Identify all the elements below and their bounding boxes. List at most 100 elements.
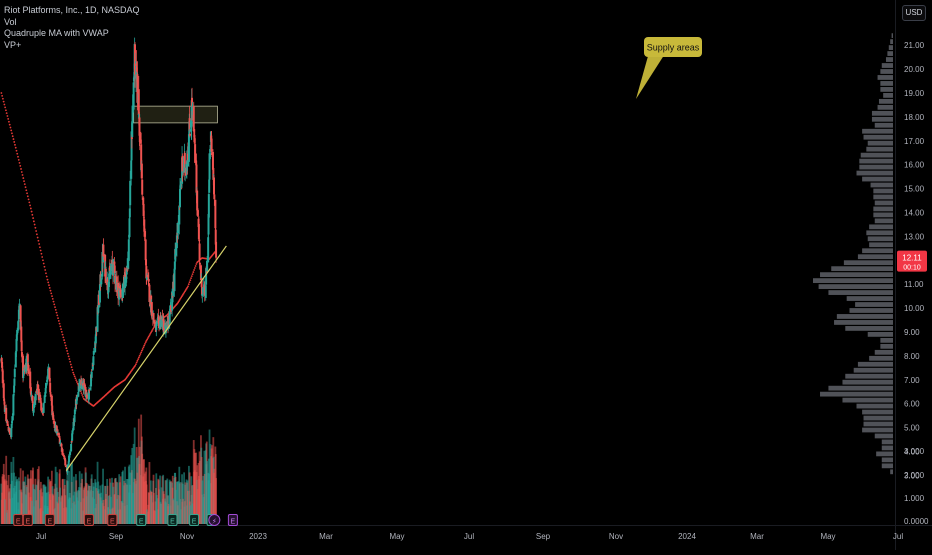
candle xyxy=(52,414,55,421)
volume-profile-bar xyxy=(887,51,893,56)
ma-dot xyxy=(16,152,19,155)
volume-bar xyxy=(64,495,67,524)
ma-dot xyxy=(43,265,46,268)
candle xyxy=(5,407,8,421)
earnings-event-icon[interactable]: E xyxy=(227,514,238,526)
candle xyxy=(118,290,121,300)
currency-button[interactable]: USD xyxy=(902,5,926,21)
y-tick-label: 15.00 xyxy=(904,185,925,194)
candle xyxy=(141,179,144,195)
earnings-event-icon[interactable]: E xyxy=(44,514,55,526)
current-price-label: 12.11 xyxy=(902,254,922,263)
candle xyxy=(57,432,60,436)
ma-dot xyxy=(141,348,144,350)
ma-dot xyxy=(22,177,25,179)
volume-bar xyxy=(122,470,124,524)
y-tick-label: 20.00 xyxy=(904,65,925,74)
volume-profile-bar xyxy=(846,296,893,301)
candle xyxy=(100,278,103,285)
volume-bar xyxy=(134,478,136,524)
volume-bar xyxy=(208,429,211,524)
volume-bar xyxy=(9,498,11,524)
volume-profile-bar xyxy=(860,152,893,158)
volume-profile-bar xyxy=(820,272,893,278)
volume-bar xyxy=(37,466,40,524)
candle xyxy=(54,425,57,432)
candle xyxy=(4,408,7,412)
ma-dot xyxy=(190,277,192,280)
ma-dot xyxy=(27,198,30,201)
candle xyxy=(39,397,42,401)
candle xyxy=(29,371,32,389)
volume-profile-bar xyxy=(867,236,893,242)
candle xyxy=(147,274,150,278)
ma-dot xyxy=(42,259,44,262)
volume-bar xyxy=(107,495,110,524)
candle xyxy=(128,208,131,218)
ma-dot xyxy=(67,355,70,358)
volume-profile-bar xyxy=(874,433,893,439)
svg-text:E: E xyxy=(110,519,115,526)
volume-bars xyxy=(0,414,217,524)
symbol-title[interactable]: Riot Platforms, Inc., 1D, NASDAQ xyxy=(4,5,140,15)
candle xyxy=(95,327,98,331)
ma-dot xyxy=(68,358,71,360)
volume-bar xyxy=(160,487,163,524)
candle xyxy=(49,382,52,393)
ma-dot xyxy=(60,328,62,331)
volume-profile-bar xyxy=(863,415,893,421)
x-tick-label: Mar xyxy=(319,532,333,541)
volume-bar xyxy=(13,485,16,524)
ma-dot xyxy=(1,94,4,97)
volume-profile-bar xyxy=(853,367,893,373)
volume-profile-bar xyxy=(888,45,893,50)
ma-dot xyxy=(152,327,155,330)
volume-bar xyxy=(23,482,26,524)
volume-bar xyxy=(90,474,93,524)
indicator-vp-plus[interactable]: VP+ xyxy=(4,39,22,50)
candle xyxy=(147,279,150,282)
candle xyxy=(121,284,124,298)
indicator-quadruple-ma[interactable]: Quadruple MA with VWAP xyxy=(4,28,109,38)
volume-bar xyxy=(117,495,120,524)
earnings-event-icon[interactable]: E xyxy=(13,514,24,526)
volume-profile-bar xyxy=(866,230,893,236)
earnings-event-icon[interactable]: E xyxy=(167,514,178,526)
x-tick-label: 2024 xyxy=(678,532,696,541)
earnings-event-icon[interactable]: E xyxy=(136,514,147,526)
candle xyxy=(97,294,100,305)
earnings-event-icon[interactable]: E xyxy=(83,514,94,526)
volume-bar xyxy=(86,483,88,524)
earnings-event-icon[interactable]: E xyxy=(22,514,33,526)
earnings-event-icon[interactable]: E xyxy=(189,514,200,526)
candle xyxy=(213,194,216,200)
dividend-event-icon[interactable]: ⚡ xyxy=(208,514,221,526)
volume-profile-bar xyxy=(873,206,893,212)
earnings-event-icon[interactable]: E xyxy=(107,514,118,526)
ma-dot xyxy=(9,126,12,129)
ma-dot xyxy=(54,306,56,309)
candle xyxy=(188,118,191,131)
volume-profile-bar xyxy=(891,33,893,39)
candle xyxy=(138,117,141,136)
candle xyxy=(186,155,189,167)
candle xyxy=(143,219,146,232)
candle xyxy=(68,455,71,462)
candle xyxy=(194,144,197,163)
volume-profile-bar xyxy=(849,308,893,313)
ma-dot xyxy=(15,149,18,152)
candle xyxy=(3,401,6,405)
indicator-vol[interactable]: Vol xyxy=(4,16,17,27)
ma-dot xyxy=(66,352,69,355)
volume-bar xyxy=(106,485,109,524)
candle xyxy=(195,164,198,193)
candle xyxy=(153,320,156,324)
volume-bar xyxy=(206,461,209,524)
ma-dot xyxy=(60,330,63,333)
ma-dot xyxy=(55,311,58,314)
candle xyxy=(36,384,39,391)
volume-bar xyxy=(124,483,127,524)
candle xyxy=(25,355,28,371)
